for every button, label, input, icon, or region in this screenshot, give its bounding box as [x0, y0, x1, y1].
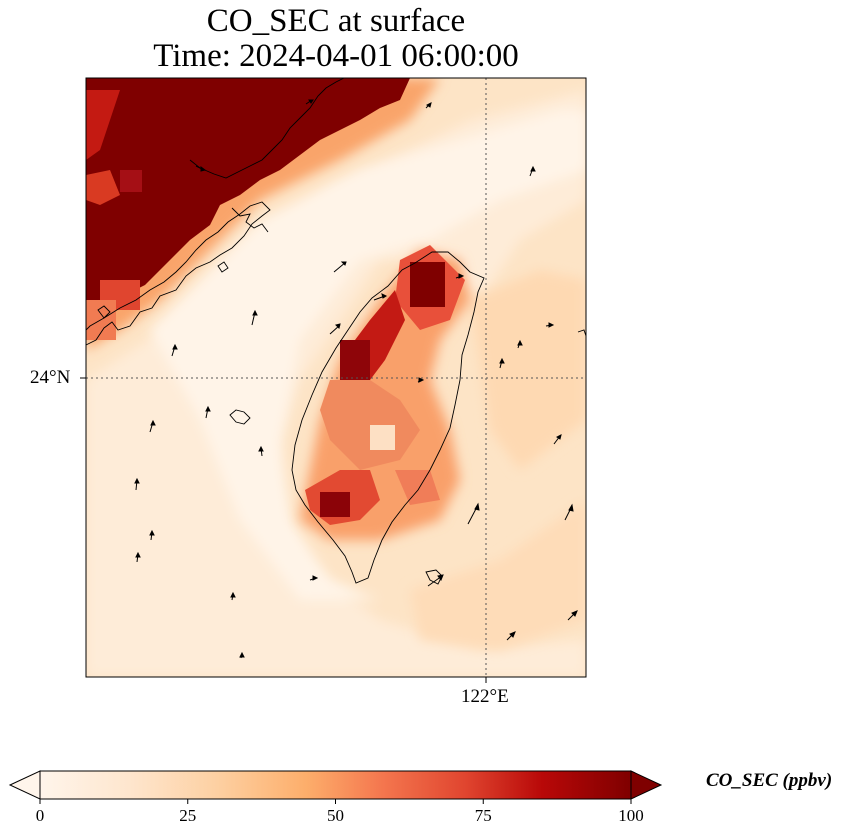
wind-arrow — [135, 551, 141, 563]
wind-arrow — [149, 529, 155, 541]
colorbar-max-extend — [630, 770, 663, 800]
wind-arrow — [564, 503, 574, 521]
wind-arrow — [427, 574, 444, 587]
wind-arrow — [333, 261, 347, 273]
wind-arrow — [517, 339, 523, 349]
gridlines — [86, 78, 586, 677]
colorbar-title: CO_SEC (ppbv) — [706, 770, 833, 791]
wind-arrow — [230, 591, 236, 601]
wind-arrow — [417, 377, 425, 383]
wind-arrow — [467, 502, 480, 525]
wind-arrow — [499, 357, 505, 369]
lat-tick-label: 24°N — [30, 367, 71, 388]
colorbar-tick-label: 75 — [474, 806, 492, 825]
mainland-coastline — [86, 201, 271, 346]
wind-arrow — [425, 102, 432, 109]
colorbar-min-extend — [8, 770, 41, 800]
colorbar-tick-label: 25 — [179, 806, 197, 825]
wind-vectors — [134, 99, 578, 659]
wind-arrow — [195, 165, 207, 172]
lon-tick-label: 122°E — [461, 686, 509, 707]
wind-arrow — [567, 610, 578, 621]
wind-arrow — [258, 445, 264, 457]
wind-arrow — [251, 309, 258, 326]
taiwan-coastline — [291, 251, 485, 584]
wind-arrow — [506, 631, 516, 641]
colorbar — [8, 770, 663, 804]
coastlines — [86, 78, 586, 585]
title-line-1: CO_SEC at surface — [206, 3, 466, 39]
wind-arrow — [134, 477, 140, 491]
wind-arrow — [171, 343, 178, 357]
wind-arrow — [545, 322, 555, 328]
map-title: CO_SEC at surface Time: 2024-04-01 06:00… — [86, 4, 586, 74]
wind-arrow — [305, 99, 314, 105]
colorbar-tick-label: 50 — [327, 806, 344, 825]
wind-arrow — [529, 165, 536, 177]
wind-arrow — [329, 323, 341, 335]
wind-arrow — [149, 419, 156, 433]
wind-arrow — [309, 575, 319, 581]
wind-arrow — [553, 434, 562, 445]
wind-arrow — [373, 293, 387, 301]
colorbar-tick-label: 100 — [618, 806, 644, 825]
wind-arrow — [455, 273, 465, 279]
colorbar-tick-label: 0 — [35, 806, 45, 825]
wind-arrow — [239, 651, 245, 659]
wind-arrow — [205, 405, 211, 419]
colorbar-gradient — [39, 770, 632, 800]
title-line-2: Time: 2024-04-01 06:00:00 — [153, 38, 519, 74]
